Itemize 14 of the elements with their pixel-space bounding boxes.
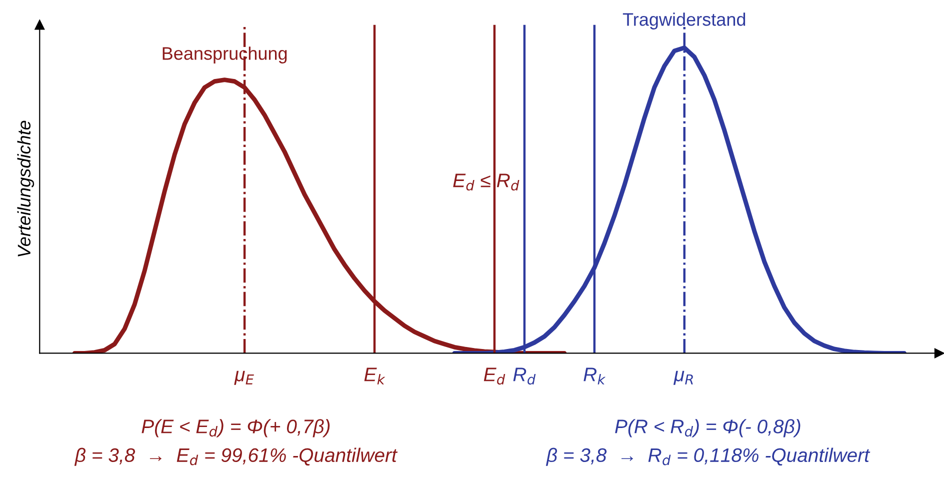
annotation: E$_{d}$ ≤ R$_{d}$	[453, 174, 520, 191]
x-tick-label: E$_{k}$	[364, 368, 386, 384]
series-label: Beanspruchung	[162, 46, 287, 64]
text: β = 3,8 → R$_{d}$ = 0,118% -Quantilwert	[546, 448, 870, 466]
text: P(E < E$_{d}$) = Φ(+ 0,7β)	[142, 419, 330, 438]
series-label: Tragwiderstand	[622, 12, 746, 30]
x-tick-label: E$_{d}$	[484, 368, 506, 385]
x-tick-label: R$_{k}$	[584, 368, 606, 384]
x-tick-label: μ$_{R}$	[673, 370, 693, 385]
x-tick-label: μ$_{E}$	[234, 370, 254, 385]
text: P(R < R$_{d}$) = Φ(- 0,8β)	[615, 419, 800, 438]
y-axis-title: Verteilungsdichte	[17, 120, 34, 256]
x-tick-label: R$_{d}$	[513, 368, 536, 385]
text: β = 3,8 → E$_{d}$ = 99,61% -Quantilwert	[74, 448, 398, 466]
